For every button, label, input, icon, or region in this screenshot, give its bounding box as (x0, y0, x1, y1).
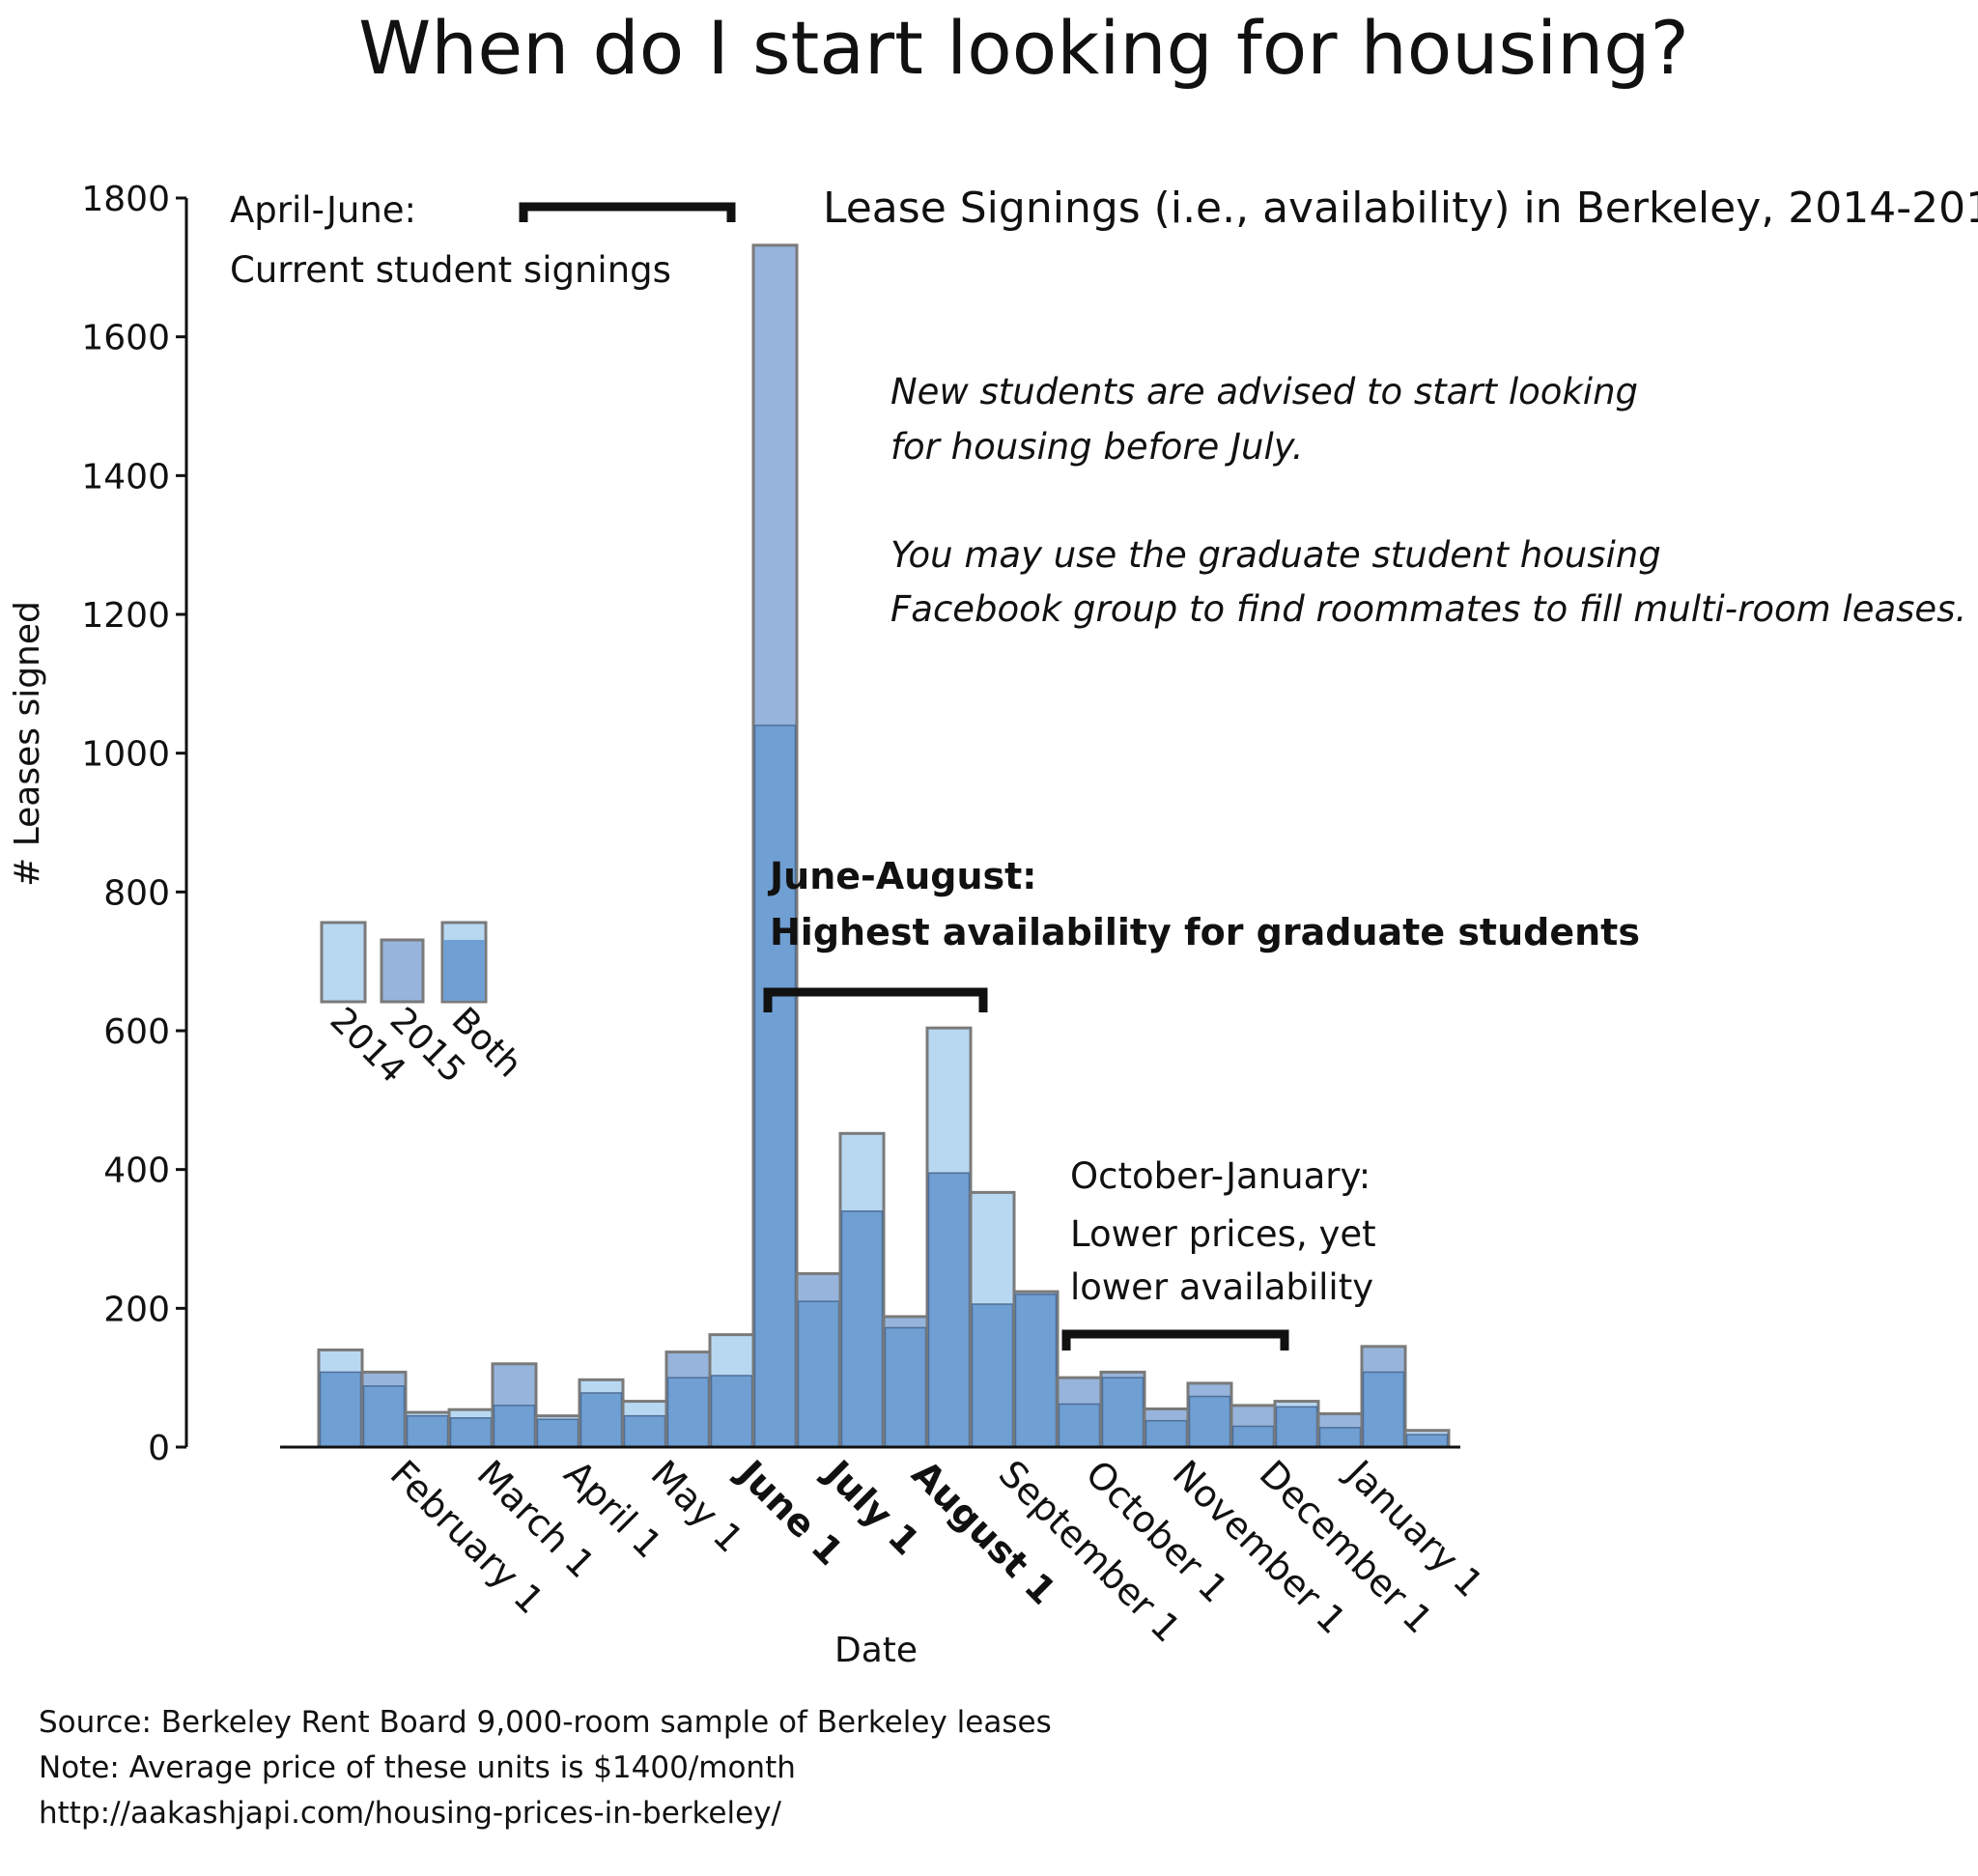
y-tick-label-800: 800 (103, 873, 170, 913)
bracket-june-august (763, 987, 988, 1012)
bar-nov-1-15-both (1188, 1395, 1231, 1448)
annotation-june-august: June-August: Highest availability for gr… (763, 855, 1640, 1012)
footer-url: http://aakashjapi.com/housing-prices-in-… (39, 1796, 781, 1831)
annotation-april-june-line-1: April-June: (230, 189, 416, 231)
advice-line-3: You may use the graduate student housing (890, 534, 1661, 576)
chart-title: When do I start looking for housing? (358, 5, 1689, 91)
bar-apr-1-15-both (579, 1392, 623, 1448)
y-tick-label-1600: 1600 (81, 319, 170, 358)
bar-apr-16-30-both (623, 1414, 666, 1448)
bar-oct-1-15-both (1101, 1377, 1144, 1448)
footer: Source: Berkeley Rent Board 9,000-room s… (39, 1705, 1052, 1831)
bar-mar-16-31-both (536, 1418, 579, 1448)
bar-oct-16-31-both (1144, 1419, 1188, 1448)
y-tick-label-1400: 1400 (81, 457, 170, 497)
bar-jan-1-15-both (319, 1371, 362, 1448)
bar-jan-1-15-both (1362, 1371, 1405, 1448)
bar-feb-1-14-both (406, 1414, 449, 1448)
bar-sep-16-30-both (1058, 1403, 1101, 1448)
bar-mar-1-15-both (493, 1405, 536, 1448)
chart-subtitle: Lease Signings (i.e., availability) in B… (823, 184, 1978, 233)
y-tick-label-200: 200 (103, 1290, 170, 1329)
annotation-advice: New students are advised to start lookin… (890, 371, 1966, 630)
y-tick-label-1200: 1200 (81, 596, 170, 636)
y-tick-label-1000: 1000 (81, 735, 170, 775)
annotation-april-june: April-June: Current student signings (230, 189, 736, 291)
advice-line-1: New students are advised to start lookin… (890, 371, 1638, 412)
legend-swatch-both-dark (443, 940, 485, 1001)
annotation-october-january-line-1: October-January: (1070, 1155, 1370, 1197)
x-axis-label: Date (834, 1631, 918, 1670)
axes (184, 198, 1460, 1449)
annotation-october-january-line-3: lower availability (1070, 1266, 1373, 1308)
legend-swatch-2014 (320, 921, 367, 1004)
y-axis-label: # Leases signed (8, 601, 47, 887)
advice-line-4: Facebook group to find roommates to fill… (890, 588, 1966, 630)
bar-jul-1-15-both (840, 1210, 884, 1448)
y-tick-label-1800: 1800 (81, 180, 170, 219)
y-tick-label-600: 600 (103, 1012, 170, 1052)
footer-note: Note: Average price of these units is $1… (39, 1750, 796, 1785)
y-tick-label-400: 400 (103, 1151, 170, 1191)
bar-feb-15-28-both (449, 1417, 493, 1448)
bar-jan-16-31-both (1405, 1434, 1449, 1448)
bar-jun-1-15-both (753, 725, 797, 1448)
bar-sep-1-15-both (1014, 1293, 1058, 1448)
legend: 2014 2015 Both (320, 921, 529, 1091)
bar-jan-16-31-both (362, 1385, 406, 1448)
bars (317, 243, 1451, 1449)
bar-dec-16-31-both (1318, 1427, 1362, 1448)
annotation-june-august-line-1: June-August: (767, 855, 1036, 897)
bar-dec-1-15-both (1275, 1406, 1318, 1448)
footer-source: Source: Berkeley Rent Board 9,000-room s… (39, 1705, 1052, 1740)
bar-nov-16-30-both (1231, 1425, 1275, 1448)
legend-swatch-2015 (380, 938, 425, 1004)
bar-jun-16-30-both (797, 1300, 840, 1448)
bar-may-16-31-both (710, 1375, 753, 1448)
bar-aug-16-31-both (971, 1303, 1014, 1448)
bar-jul-16-31-both (884, 1326, 927, 1448)
y-tick-label-0: 0 (148, 1429, 170, 1468)
annotation-april-june-line-2: Current student signings (230, 249, 671, 291)
annotation-october-january: October-January: Lower prices, yet lower… (1061, 1155, 1376, 1350)
y-ticks: 0 200 400 600 800 1000 1200 1400 1600 1800 (81, 180, 186, 1468)
annotation-october-january-line-2: Lower prices, yet (1070, 1213, 1376, 1255)
bar-aug-1-15-both (927, 1172, 971, 1448)
bracket-october-january (1061, 1329, 1289, 1350)
bar-may-1-15-both (666, 1377, 710, 1448)
annotation-june-august-line-2: Highest availability for graduate studen… (770, 911, 1640, 953)
bracket-april-june (519, 202, 736, 222)
advice-line-2: for housing before July. (890, 426, 1304, 468)
